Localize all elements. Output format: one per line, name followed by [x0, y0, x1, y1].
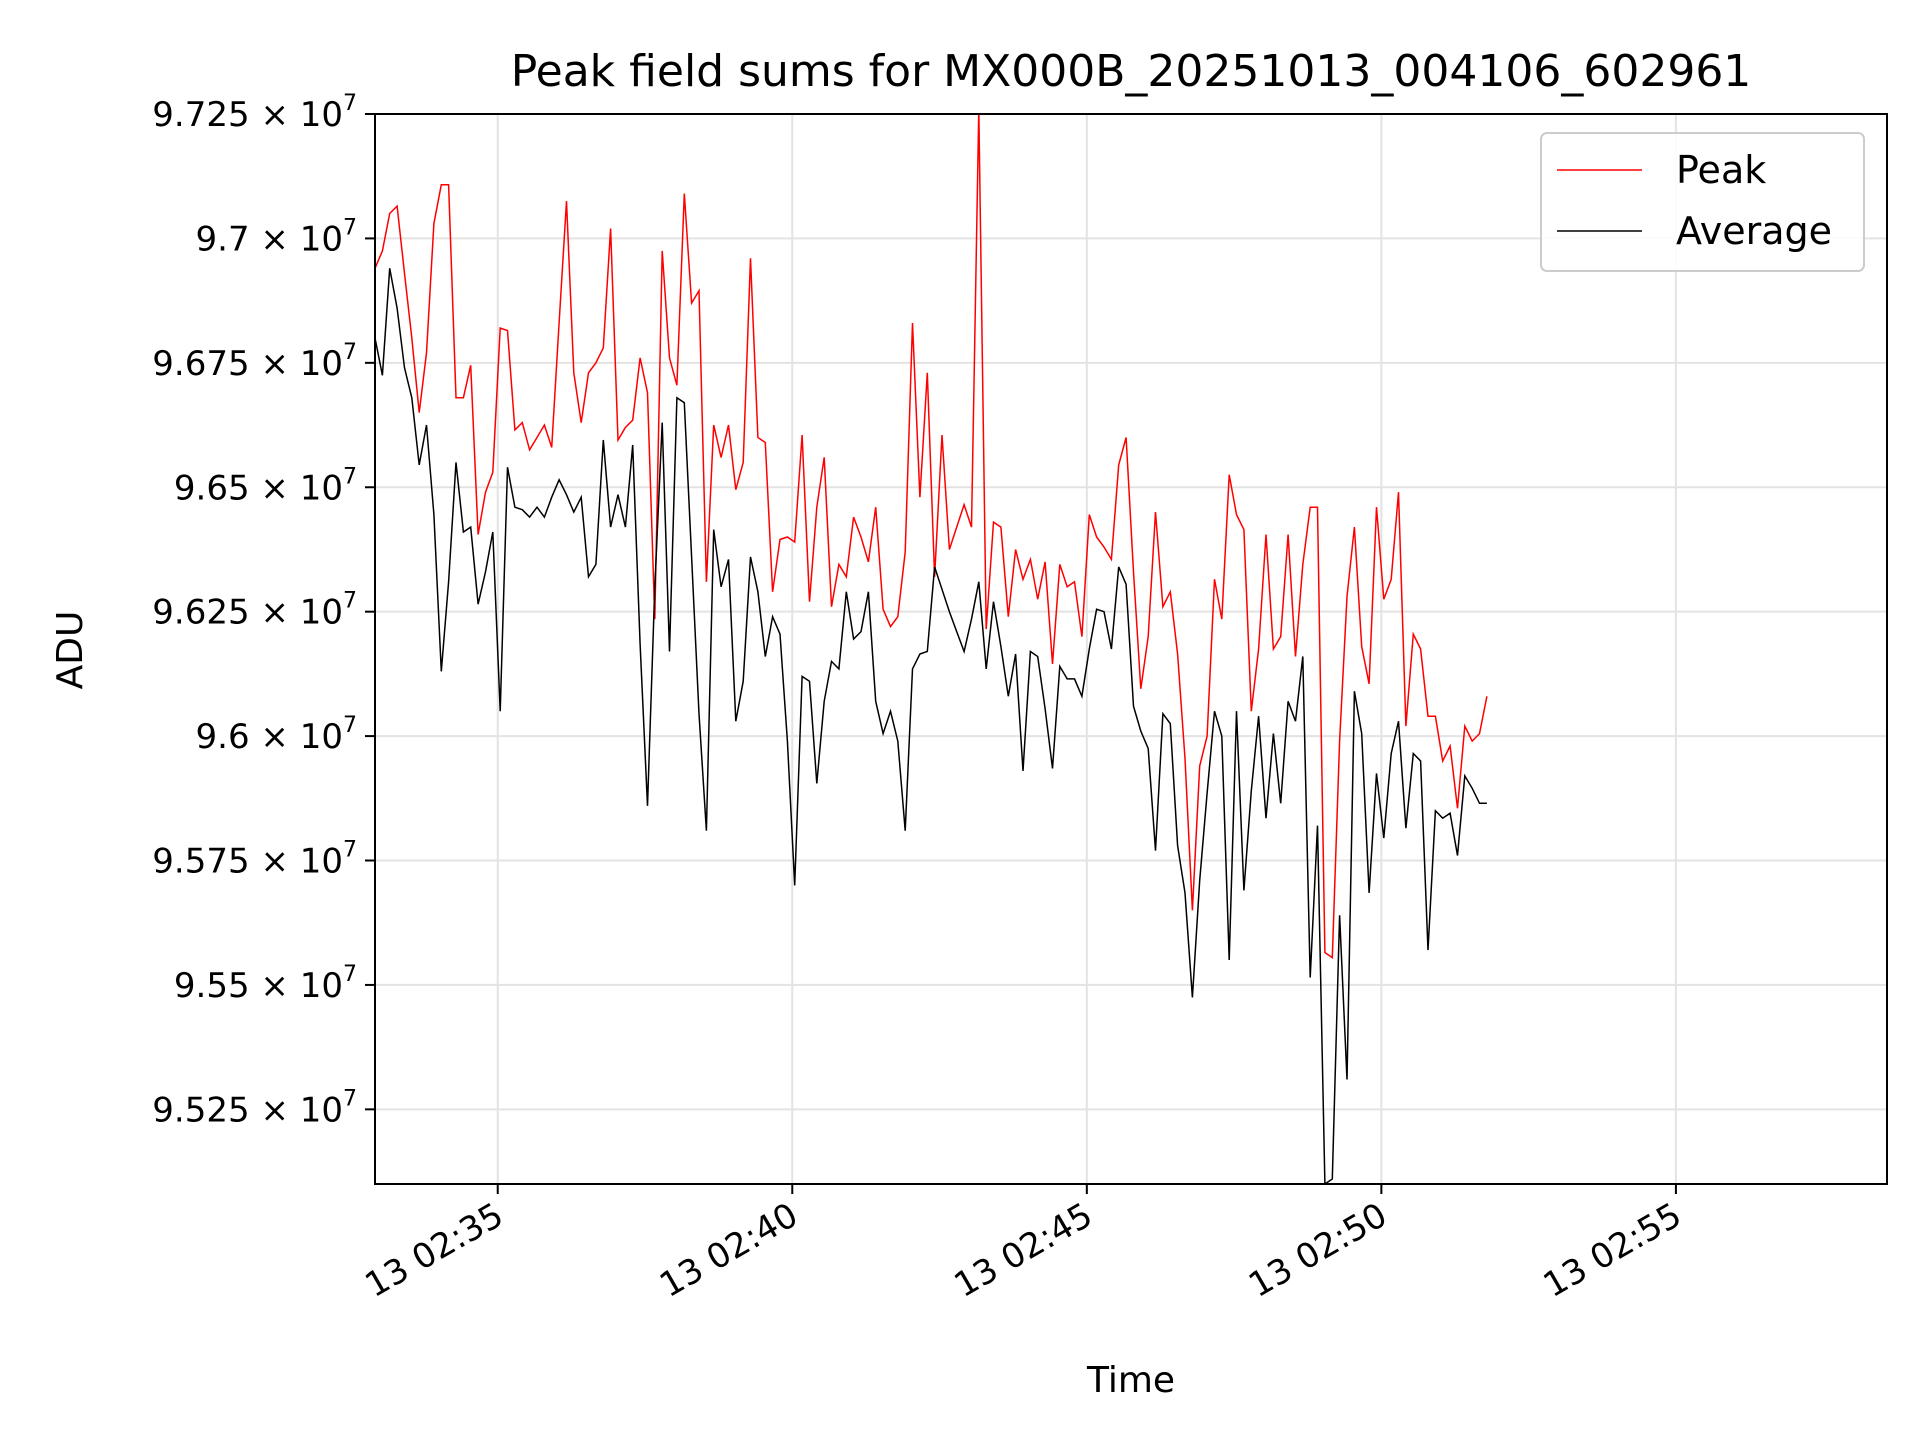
y-tick-label: 9.6 × 107 — [196, 713, 357, 757]
series-line-average — [375, 268, 1487, 1184]
series-layer — [375, 114, 1488, 1184]
y-tick-label: 9.625 × 107 — [152, 589, 357, 633]
legend-label-average: Average — [1676, 209, 1832, 253]
legend-box — [1540, 132, 1865, 272]
y-tick-label: 9.575 × 107 — [152, 838, 357, 882]
legend: Peak Average — [1540, 132, 1865, 272]
y-tick-label: 9.7 × 107 — [196, 215, 357, 259]
series-line-peak — [375, 114, 1488, 959]
y-axis-ticks: 9.525 × 107 9.55 × 107 9.575 × 107 9.6 × 10… — [152, 91, 375, 1130]
y-tick-label: 9.725 × 107 — [152, 91, 357, 135]
y-tick-label: 9.525 × 107 — [152, 1086, 357, 1130]
y-tick-label: 9.675 × 107 — [152, 340, 357, 384]
y-tick-label: 9.55 × 107 — [174, 962, 357, 1006]
plot-frame — [374, 113, 1888, 1185]
y-tick-label: 9.65 × 107 — [174, 464, 357, 508]
chart-title: Peak field sums for MX000B_20251013_0041… — [511, 46, 1752, 97]
legend-label-peak: Peak — [1676, 148, 1766, 192]
x-axis-label: Time — [1086, 1360, 1175, 1401]
y-axis-label: ADU — [50, 611, 91, 690]
